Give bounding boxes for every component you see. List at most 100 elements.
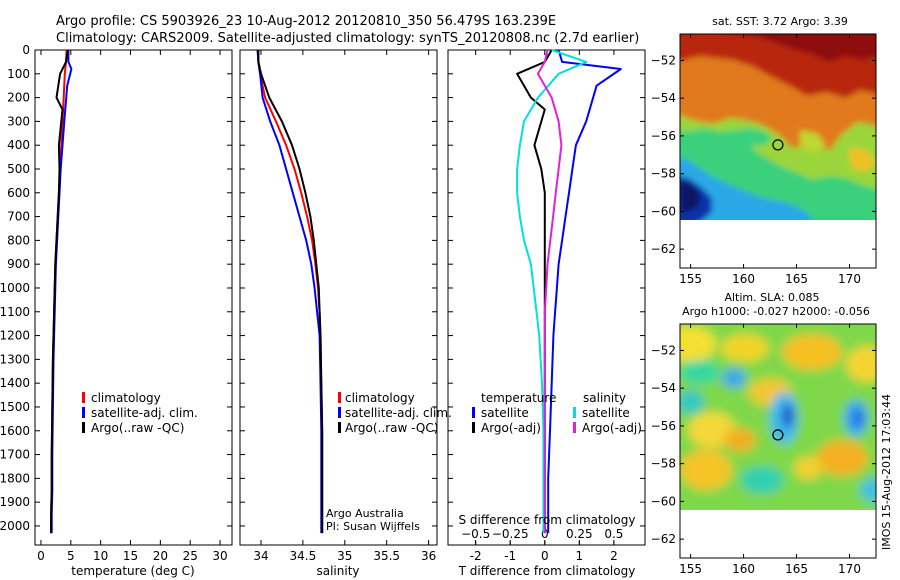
sst-map-axes: 155 160 165 170 −52 −54 −56 −58 −60 −62: [651, 34, 876, 286]
difference-depth-ticks: [448, 49, 645, 527]
s-tick-label: 0.5: [604, 527, 623, 541]
x-tick-label: 20: [153, 549, 168, 563]
difference-line: [536, 49, 563, 534]
legend-swatch-satellite: [338, 407, 341, 418]
salinity-axis: 34 34.5 35 35.5 36: [253, 50, 436, 563]
temperature-axis: 0 5 10 15 20 25 30: [37, 50, 228, 563]
depth-tick-label: 500: [7, 162, 30, 176]
depth-tick-label: 1700: [0, 448, 30, 462]
temperature-legend: climatology satellite-adj. clim. Argo(..…: [82, 391, 198, 435]
x-tick-label: 5: [67, 549, 75, 563]
s-tick-label: −0.5: [461, 527, 490, 541]
x-tick-label: 34: [253, 549, 268, 563]
map-x-tick-label: 165: [785, 562, 808, 576]
difference-legend: temperature satellite Argo(-adj) salinit…: [472, 391, 642, 435]
legend-title-temperature: temperature: [481, 391, 556, 405]
x-tick-label: 1: [576, 549, 584, 563]
depth-tick-label: 100: [7, 67, 30, 81]
map-y-tick-label: −58: [651, 457, 676, 471]
legend-label-climatology: climatology: [345, 391, 415, 405]
x-tick-label: 30: [212, 549, 227, 563]
sst-map-title: sat. SST: 3.72 Argo: 3.39: [712, 15, 848, 28]
salinity-xlabel: salinity: [316, 564, 359, 578]
map-x-tick-label: 160: [732, 272, 755, 286]
x-tick-label: 35: [337, 549, 352, 563]
x-tick-label: 34.5: [290, 549, 317, 563]
legend-swatch-argo: [82, 422, 85, 433]
salinity-legend: climatology satellite-adj. clim. Argo(..…: [338, 391, 452, 435]
salinity-panel-frame: [239, 49, 438, 546]
difference-line: [547, 49, 622, 534]
figure-title-line1: Argo profile: CS 5903926_23 10-Aug-2012 …: [56, 14, 556, 29]
map-x-tick-label: 155: [679, 562, 702, 576]
s-tick-label: 0.25: [566, 527, 593, 541]
depth-tick-label: 1400: [0, 376, 30, 390]
legend-swatch-t-argo: [472, 422, 475, 433]
depth-tick-label: 1300: [0, 352, 30, 366]
map-y-tick-label: −62: [651, 242, 676, 256]
legend-label-argo: Argo(..raw -QC): [91, 421, 184, 435]
depth-tick-label: 1800: [0, 471, 30, 485]
profile-line: [257, 50, 324, 534]
map-y-tick-label: −52: [651, 343, 676, 357]
difference-panel: -2 -1 0 1 2 −0.5 −0.25 0 0.25 0.5 T difference f…: [447, 49, 646, 578]
depth-tick-label: 800: [7, 233, 30, 247]
map-y-tick-label: −54: [651, 381, 676, 395]
depth-tick-label: 1500: [0, 400, 30, 414]
sla-map-frame: [679, 323, 877, 559]
sla-map-panel: Altim. SLA: 0.085 Argo h1000: -0.027 h20…: [651, 291, 877, 576]
legend-swatch-argo: [338, 422, 341, 433]
salinity-depth-ticks: [240, 49, 437, 527]
map-x-tick-label: 160: [732, 562, 755, 576]
depth-tick-label: 1100: [0, 305, 30, 319]
map-y-tick-label: −56: [651, 419, 676, 433]
sst-argo-position-marker: [772, 139, 784, 151]
depth-tick-label: 200: [7, 91, 30, 105]
s-difference-axis: −0.5 −0.25 0 0.25 0.5: [461, 527, 623, 545]
map-y-tick-label: −58: [651, 167, 676, 181]
legend-label-s-satellite: satellite: [582, 406, 630, 420]
map-y-tick-label: −60: [651, 494, 676, 508]
salinity-profiles: [256, 49, 324, 534]
depth-tick-label: 700: [7, 210, 30, 224]
legend-label-s-argo: Argo(-adj): [582, 421, 642, 435]
depth-tick-label: 1600: [0, 424, 30, 438]
sla-map-title: Altim. SLA: 0.085: [724, 291, 819, 304]
map-x-tick-label: 155: [679, 272, 702, 286]
legend-swatch-climatology: [338, 392, 341, 403]
annotation-pi: PI: Susan Wijffels: [326, 520, 420, 533]
profile-line: [256, 49, 324, 534]
legend-swatch-t-satellite: [472, 407, 475, 418]
x-tick-label: 15: [123, 549, 138, 563]
legend-swatch-climatology: [82, 392, 85, 403]
depth-tick-label: 0: [22, 43, 30, 57]
temperature-profiles: [50, 49, 73, 534]
x-tick-label: 36: [421, 549, 436, 563]
sla-heatmap: [680, 324, 876, 510]
t-difference-xlabel: T difference from climatology: [458, 564, 636, 578]
map-y-tick-label: −54: [651, 91, 676, 105]
depth-axis: 0 100 200 300 400 500 600 700 800 900 1000 1100 1200…: [0, 43, 232, 533]
x-tick-label: 0: [541, 549, 549, 563]
depth-tick-label: 400: [7, 138, 30, 152]
legend-label-t-satellite: satellite: [481, 406, 529, 420]
legend-label-t-argo: Argo(-adj): [481, 421, 541, 435]
profile-line: [256, 49, 323, 534]
legend-title-salinity: salinity: [583, 391, 626, 405]
map-x-tick-label: 170: [838, 562, 861, 576]
map-y-tick-label: −62: [651, 532, 676, 546]
temperature-xlabel: temperature (deg C): [71, 564, 194, 578]
depth-tick-label: 1000: [0, 281, 30, 295]
figure-title-line2: Climatology: CARS2009. Satellite-adjuste…: [56, 31, 639, 46]
depth-tick-label: 1900: [0, 495, 30, 509]
sla-map-subtitle: Argo h1000: -0.027 h2000: -0.056: [682, 305, 870, 318]
sla-argo-position-marker: [772, 429, 784, 441]
legend-label-argo: Argo(..raw -QC): [345, 421, 438, 435]
map-x-tick-label: 170: [838, 272, 861, 286]
temperature-panel: 0100200300400500600700800900100011001200…: [0, 43, 233, 578]
x-tick-label: 35.5: [373, 549, 400, 563]
legend-label-satellite: satellite-adj. clim.: [345, 406, 452, 420]
legend-label-climatology: climatology: [91, 391, 161, 405]
legend-label-satellite: satellite-adj. clim.: [91, 406, 198, 420]
